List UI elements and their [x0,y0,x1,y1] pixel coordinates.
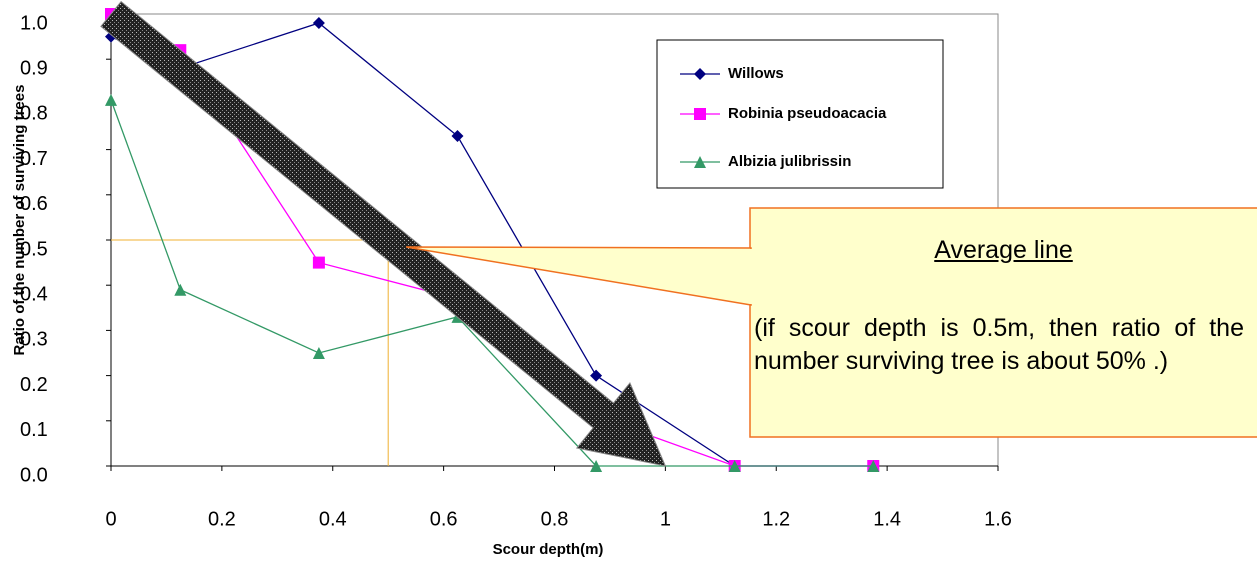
y-tick-label: 0.8 [20,103,48,125]
y-tick-label: 0.9 [20,57,48,79]
marker [312,256,325,269]
marker [105,93,117,106]
marker [105,30,117,43]
x-axis-label: Scour depth(m) [493,541,604,558]
legend-marker [694,108,706,120]
legend-label: Albizia julibrissin [728,153,851,170]
y-tick-label: 1.0 [20,12,48,34]
marker [728,460,741,472]
marker [451,130,464,143]
y-tick-label: 0.2 [20,374,48,396]
callout-box [749,207,1257,438]
x-tick-label: 0.6 [430,508,458,530]
x-tick-label: 1.2 [762,508,790,530]
marker [590,369,603,382]
x-tick-label: 0.2 [208,508,236,530]
x-tick-label: 0.8 [541,508,569,530]
legend-marker [694,68,706,80]
marker [590,460,603,472]
y-tick-label: 0.0 [20,464,48,486]
x-tick-label: 1 [660,508,671,530]
y-tick-label: 0.3 [20,329,48,351]
x-tick-label: 1.6 [984,508,1012,530]
marker [312,17,325,30]
legend-label: Robinia pseudoacacia [728,105,887,122]
marker [312,347,325,359]
marker [867,460,880,472]
y-tick-label: 0.6 [20,193,48,215]
y-tick-label: 0.4 [20,283,48,305]
trend-arrow [100,0,667,467]
annotation-text: (if scour depth is 0.5m, then ratio of t… [754,314,1244,375]
y-tick-label: 0.7 [20,148,48,170]
x-tick-label: 1.4 [873,508,901,530]
y-tick-label: 0.5 [20,238,48,260]
annotation-title: Average line [934,236,1073,264]
x-tick-label: 0.4 [319,508,347,530]
y-tick-label: 0.1 [20,419,48,441]
x-tick-label: 0 [105,508,116,530]
y-axis-label: Ratio of the number of surviving trees [11,85,28,356]
legend-label: Willows [728,65,784,82]
legend-marker [694,156,706,168]
marker [174,283,187,296]
